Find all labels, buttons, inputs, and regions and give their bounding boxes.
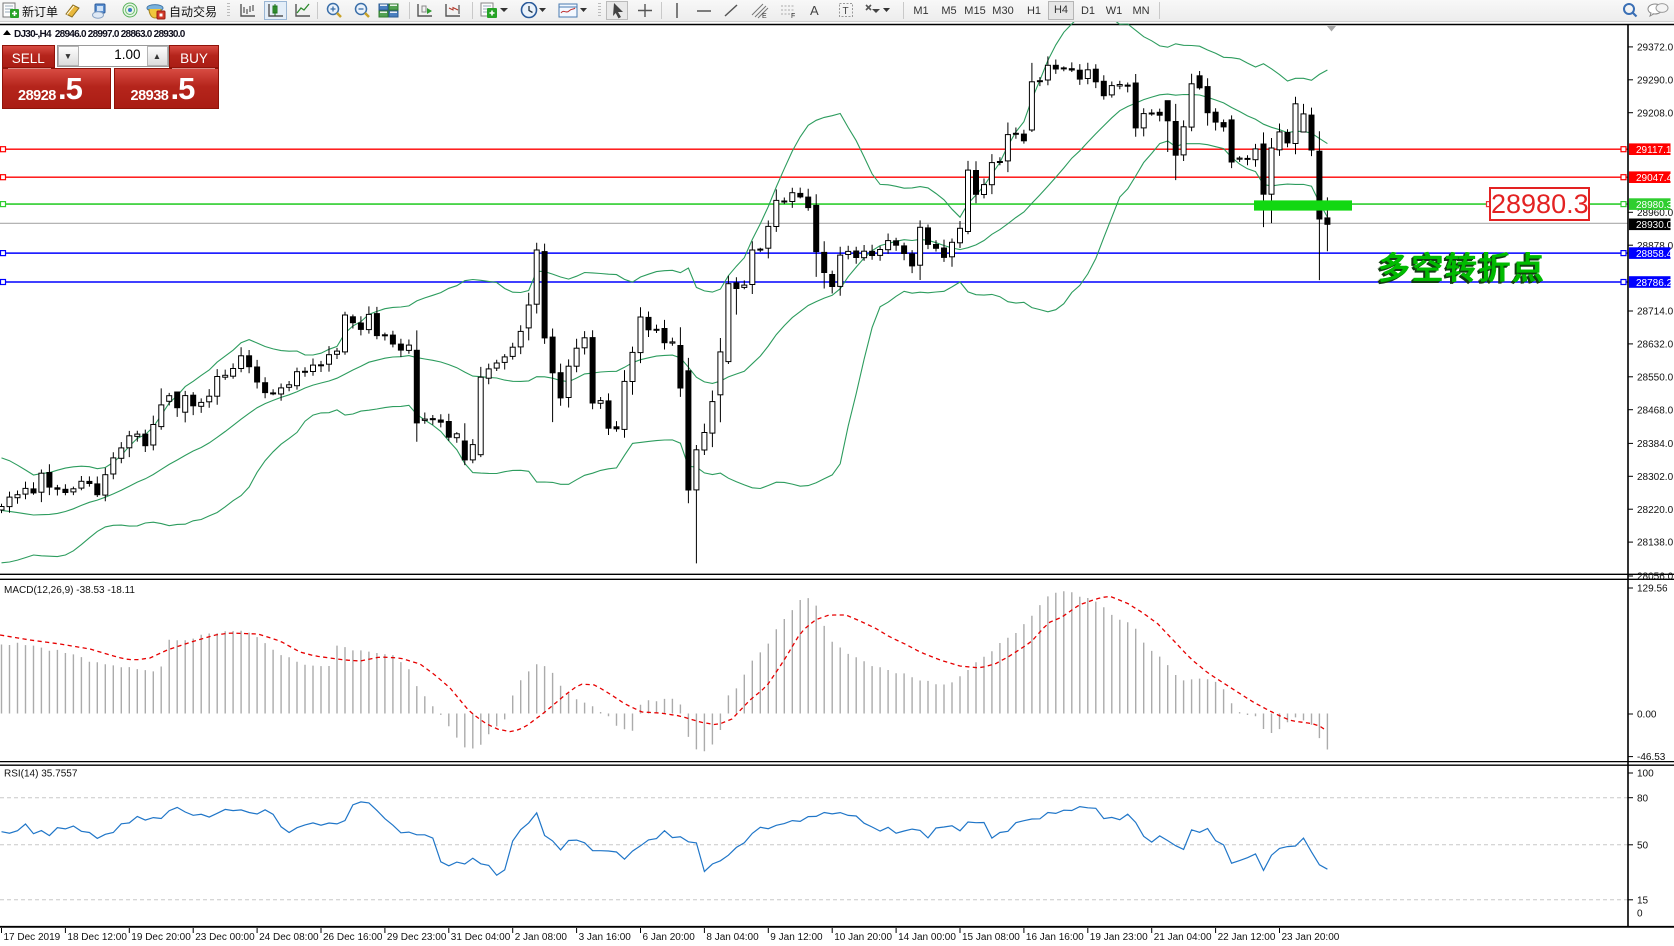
svg-text:19 Jan 23:00: 19 Jan 23:00 [1090,932,1148,943]
svg-text:31 Dec 04:00: 31 Dec 04:00 [451,932,511,943]
svg-text:28878.0: 28878.0 [1637,241,1674,252]
svg-text:21 Jan 04:00: 21 Jan 04:00 [1154,932,1212,943]
svg-text:28858.4: 28858.4 [1636,249,1673,260]
svg-text:23 Dec 00:00: 23 Dec 00:00 [195,932,255,943]
svg-text:RSI(14) 35.7557: RSI(14) 35.7557 [4,769,78,780]
svg-text:28302.0: 28302.0 [1637,472,1674,483]
svg-text:29047.4: 29047.4 [1636,173,1673,184]
svg-text:28138.0: 28138.0 [1637,538,1674,549]
svg-text:3 Jan 16:00: 3 Jan 16:00 [579,932,632,943]
svg-text:24 Dec 08:00: 24 Dec 08:00 [259,932,319,943]
svg-text:29 Dec 23:00: 29 Dec 23:00 [387,932,447,943]
svg-text:0: 0 [1637,909,1643,920]
svg-text:50: 50 [1637,840,1649,851]
svg-text:29208.0: 29208.0 [1637,108,1674,119]
svg-text:6 Jan 20:00: 6 Jan 20:00 [643,932,696,943]
svg-text:F: F [791,13,795,20]
svg-text:29117.1: 29117.1 [1636,145,1672,156]
svg-text:19 Dec 20:00: 19 Dec 20:00 [131,932,191,943]
svg-text:28220.0: 28220.0 [1637,505,1674,516]
svg-text:23 Jan 20:00: 23 Jan 20:00 [1282,932,1340,943]
svg-text:80: 80 [1637,793,1649,804]
svg-text:28550.0: 28550.0 [1637,372,1674,383]
svg-text:28468.0: 28468.0 [1637,405,1674,416]
svg-text:14 Jan 00:00: 14 Jan 00:00 [898,932,956,943]
svg-text:129.56: 129.56 [1637,584,1668,595]
svg-text:29372.0: 29372.0 [1637,43,1674,54]
svg-text:29290.0: 29290.0 [1637,75,1674,86]
svg-text:MACD(12,26,9) -38.53 -18.11: MACD(12,26,9) -38.53 -18.11 [4,585,135,596]
svg-text:28632.0: 28632.0 [1637,340,1674,351]
svg-text:22 Jan 12:00: 22 Jan 12:00 [1218,932,1276,943]
svg-text:28056.0: 28056.0 [1637,572,1674,583]
svg-text:E: E [762,13,767,20]
svg-text:16 Jan 16:00: 16 Jan 16:00 [1026,932,1084,943]
svg-text:28786.2: 28786.2 [1636,278,1673,289]
svg-text:18 Dec 12:00: 18 Dec 12:00 [67,932,127,943]
svg-text:T: T [843,6,849,17]
svg-text:2 Jan 08:00: 2 Jan 08:00 [515,932,568,943]
svg-text:28384.0: 28384.0 [1637,439,1674,450]
svg-text:9 Jan 12:00: 9 Jan 12:00 [770,932,823,943]
svg-text:28714.0: 28714.0 [1637,307,1674,318]
svg-text:28930.0: 28930.0 [1636,220,1673,231]
svg-text:28980.3: 28980.3 [1636,200,1673,211]
svg-text:0.00: 0.00 [1637,710,1657,721]
svg-text:-46.53: -46.53 [1637,752,1666,763]
svg-text:15: 15 [1637,895,1649,906]
svg-text:10 Jan 20:00: 10 Jan 20:00 [834,932,892,943]
svg-text:15 Jan 08:00: 15 Jan 08:00 [962,932,1020,943]
svg-text:100: 100 [1637,769,1654,780]
svg-text:17 Dec 2019: 17 Dec 2019 [4,932,61,943]
svg-text:26 Dec 16:00: 26 Dec 16:00 [323,932,383,943]
svg-text:28960.0: 28960.0 [1637,208,1674,219]
svg-text:8 Jan 04:00: 8 Jan 04:00 [706,932,759,943]
